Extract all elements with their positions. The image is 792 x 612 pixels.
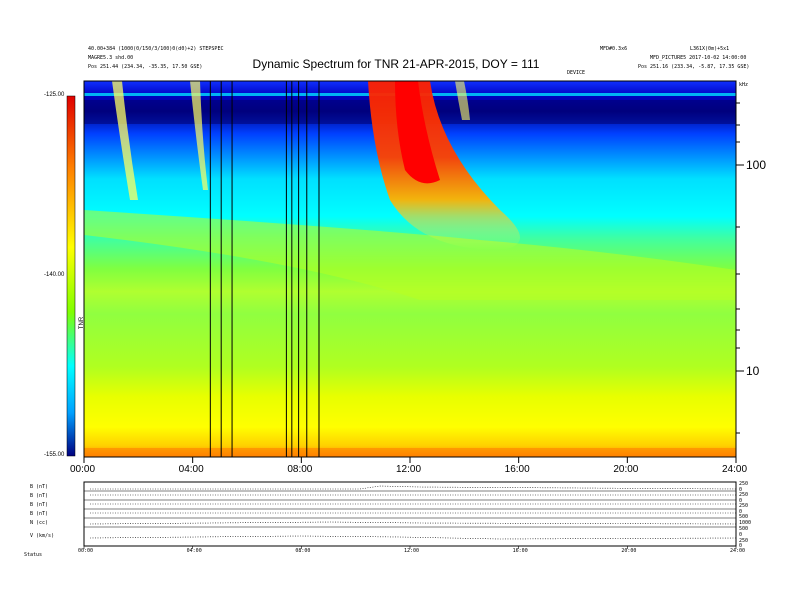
panel-label-6: V (km/s) [30,533,55,539]
panel-label-3: B (nT) [30,502,49,508]
right-scale-7: 500 [739,514,749,520]
radio-burst-core [395,81,440,184]
x-tick-label-4: 16:00 [504,464,530,475]
timeseries-x-tick-label-3: 12:00 [404,548,420,554]
timeseries-x-tick-label-2: 08:00 [295,548,311,554]
colorbar [66,95,76,457]
x-tick-label-0: 00:00 [70,464,96,475]
timeseries-x-tick-label-0: 00:00 [78,548,94,554]
data-gap-lines [209,81,320,457]
y-tick-10: 10 [746,364,760,378]
header-device-label: DEVICE [567,70,586,76]
right-scale-5: 250 [739,503,749,509]
right-axis [736,102,744,434]
panel-label-2: B (nT) [30,493,49,499]
right-scale-4: 0 [739,498,743,504]
right-scale-10: 0 [739,532,743,538]
header-left-info-1: 40.00+384 (1000(0/150/3/100)0(d0)+2) STE… [88,46,224,52]
header-left-info-2: MAGRE5.3 shd.00 [88,55,134,61]
header-right-info-3: MFD_PICTURE5 2017-10-02 14:00:00 [650,55,747,61]
right-scale-11: 250 [739,538,749,544]
panel-label-status: Status [24,552,43,558]
x-axis-ticks [83,457,737,463]
trace-b1 [90,485,737,490]
x-tick-label-2: 08:00 [287,464,313,475]
trace-n [89,521,737,525]
colorbar-label: TNR [79,316,86,330]
timeseries-panel-dividers [84,490,736,528]
right-scale-8: 1000 [739,520,752,526]
x-tick-label-5: 20:00 [613,464,639,475]
chart-title: Dynamic Spectrum for TNR 21-APR-2015, DO… [252,57,540,71]
right-scale-9: 500 [739,526,749,532]
spectrogram [84,81,736,457]
panel-label-1: B (nT) [30,484,49,490]
timeseries-x-tick-label-1: 04:00 [186,548,202,554]
panel-label-4: B (nT) [30,511,49,517]
y-tick-100: 100 [746,158,767,172]
low-frequency-band [84,448,736,457]
right-scale-12: 0 [739,543,743,549]
right-scale-3: 250 [739,492,749,498]
y-unit-label: kHz [739,82,749,88]
early-streak-2 [190,81,208,190]
spectrogram-yellow-ridge [84,210,736,300]
right-scale-6: 0 [739,509,743,515]
timeseries-x-tick-label-5: 20:00 [621,548,637,554]
timeseries-traces [89,485,737,540]
header-right-info-1: MFD#0.3x6 [600,46,628,52]
header-right-info-4: Pos 251.16 (233.34, -5.87, 17.35 GSE) [638,64,750,70]
early-streak-1 [112,81,138,200]
timeseries-x-ticks [83,546,737,549]
x-tick-label-6: 24:00 [722,464,748,475]
right-scale-2: 0 [739,487,743,493]
colorbar-tick-top: -125.00 [44,92,65,98]
colorbar-tick-mid: -140.00 [44,272,65,278]
x-tick-label-1: 04:00 [178,464,204,475]
timeseries-frame [83,481,737,547]
header-right-info-2: L361X(0m)+5x1 [690,46,730,52]
colorbar-tick-bottom: -155.00 [44,452,65,458]
right-scale-1: 250 [739,481,749,487]
timeseries-x-tick-label-4: 16:00 [512,548,528,554]
x-tick-label-3: 12:00 [396,464,422,475]
header-left-info-3: Pos 251.44 (234.34, -35.35, 17.50 GSE) [88,64,203,70]
late-streak [455,81,470,120]
timeseries-x-tick-label-6: 24:00 [730,548,746,554]
trace-v [89,535,737,540]
panel-label-5: N (cc) [30,520,49,526]
